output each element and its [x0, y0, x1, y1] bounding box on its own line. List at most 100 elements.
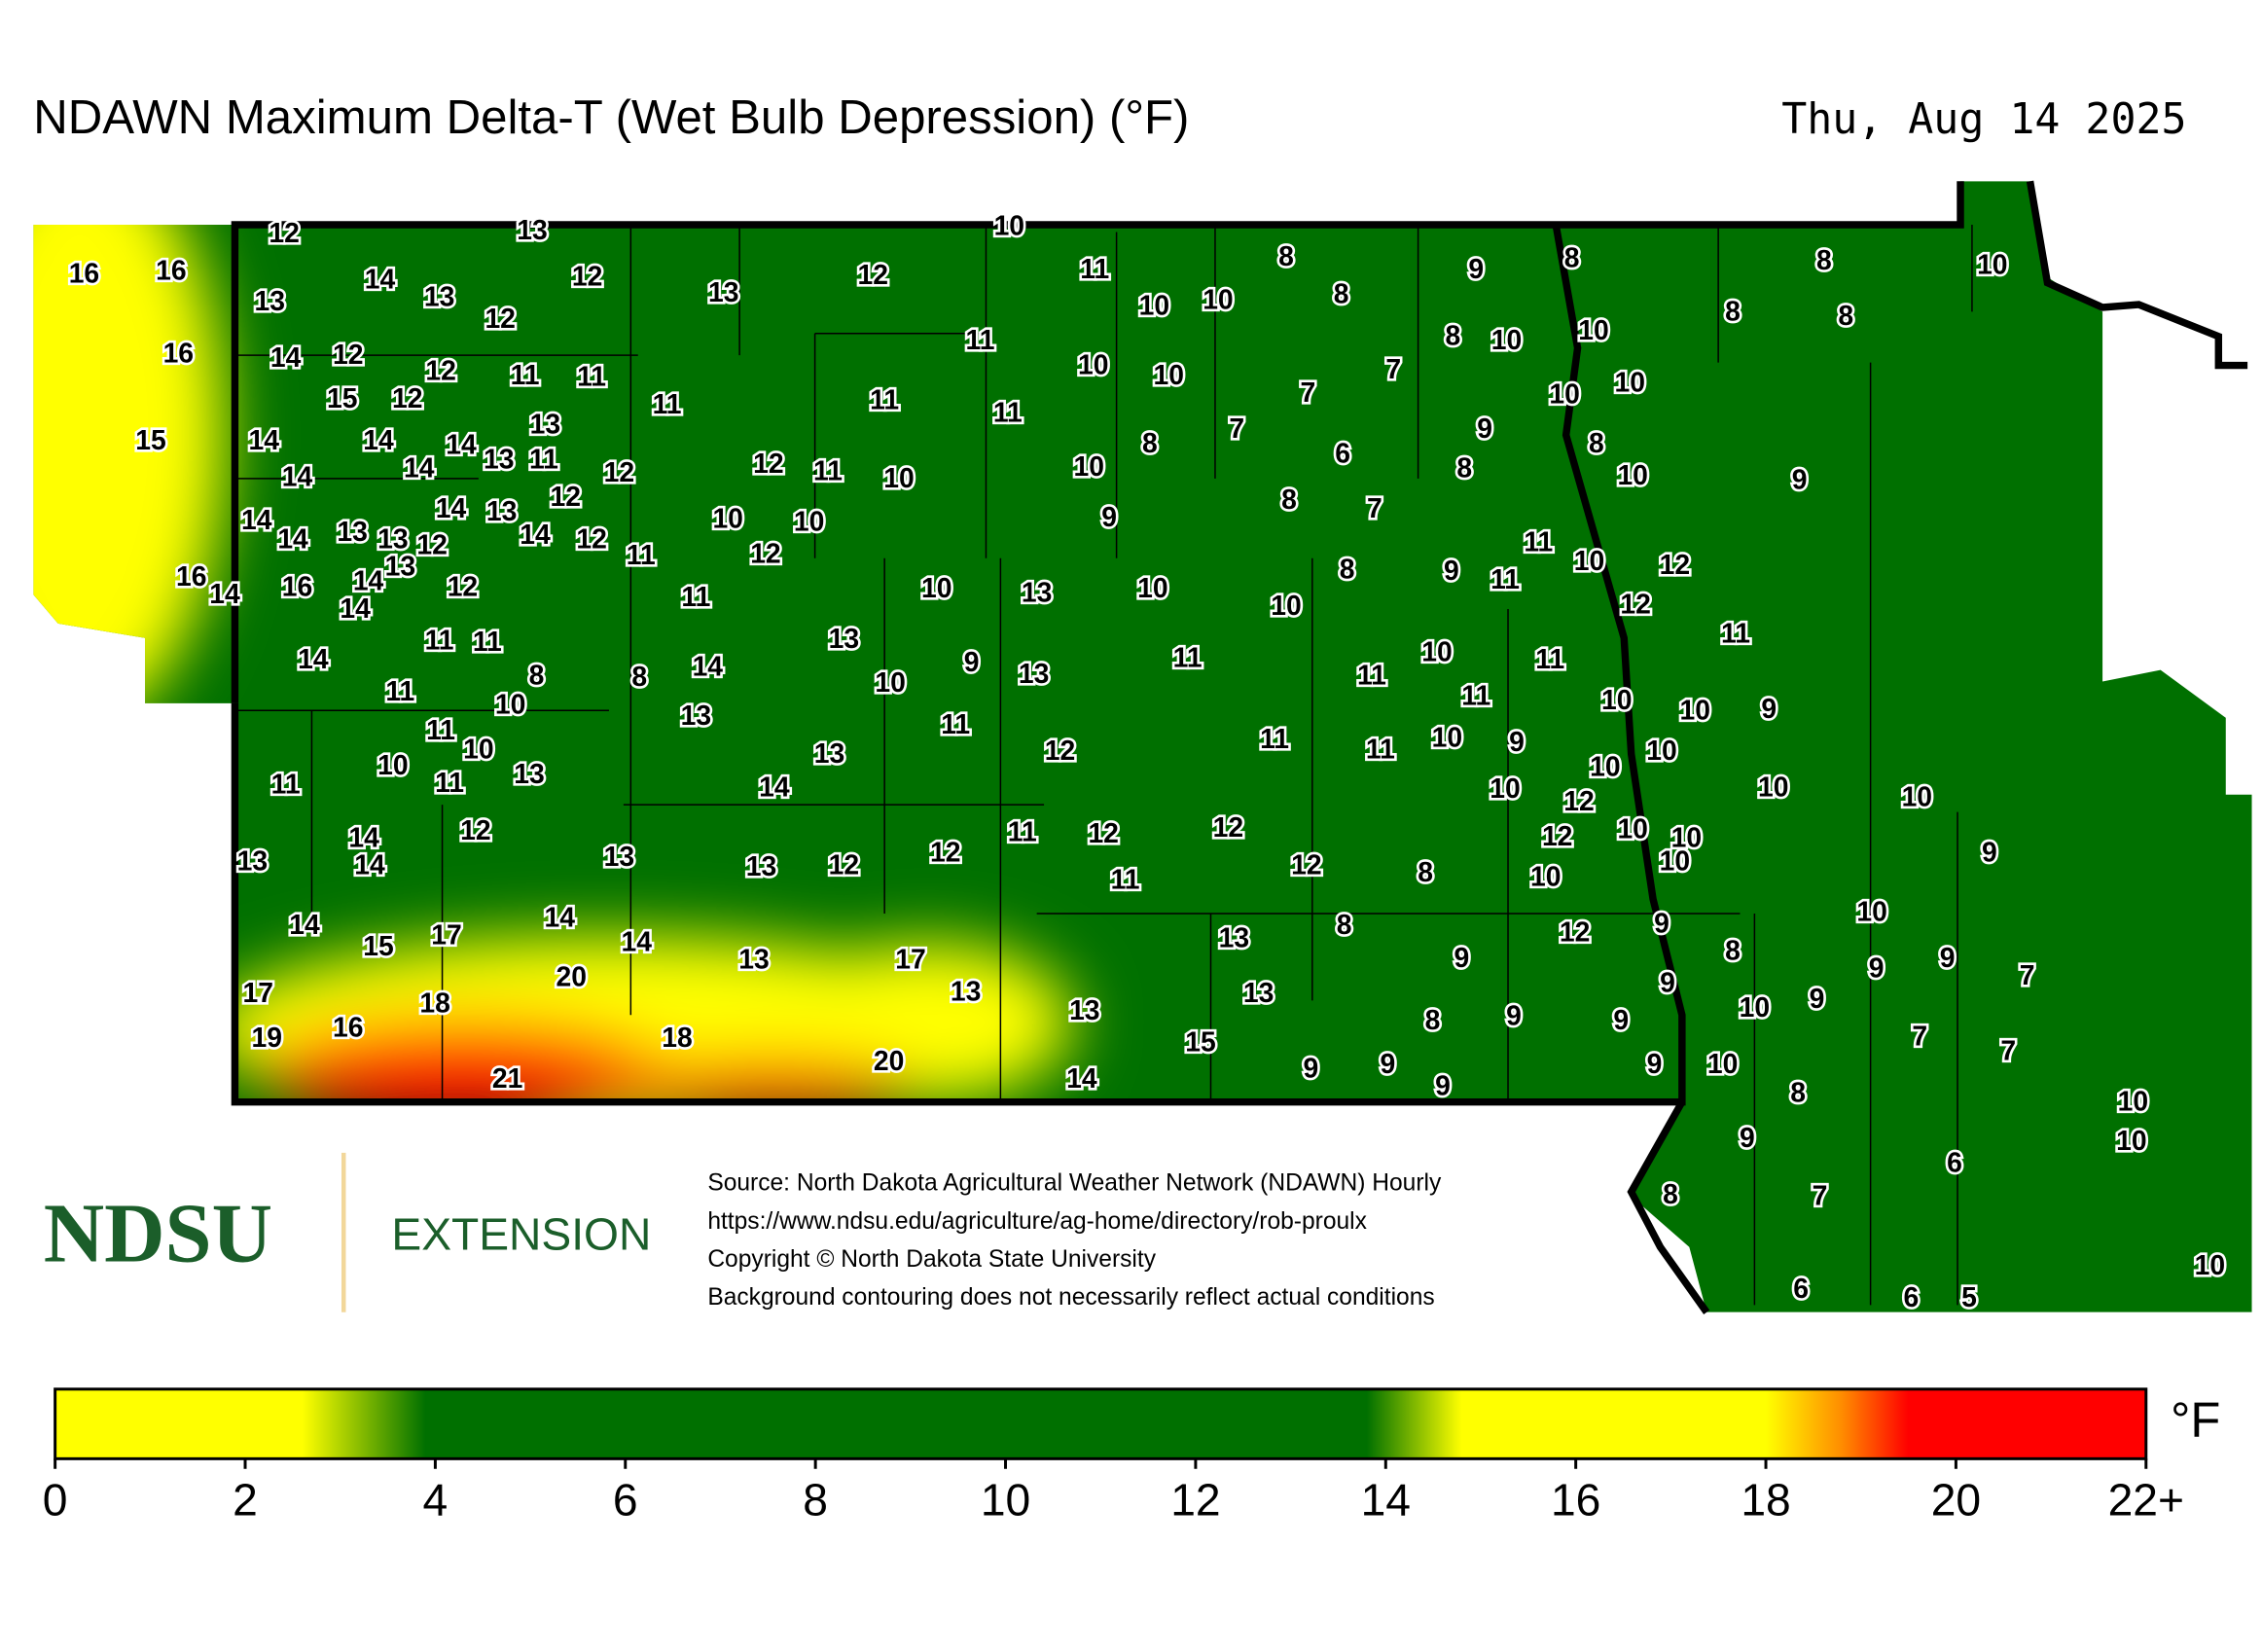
station-value: 8 — [1725, 935, 1741, 966]
station-value: 9 — [1468, 253, 1484, 284]
station-value: 14 — [354, 849, 385, 880]
station-value: 10 — [1601, 684, 1632, 715]
station-value: 9 — [964, 646, 980, 677]
station-value: 10 — [2118, 1086, 2148, 1117]
colorbar-tick-label: 8 — [803, 1474, 828, 1525]
station-value: 14 — [249, 424, 280, 455]
station-value: 10 — [1977, 249, 2007, 280]
station-value: 9 — [1740, 1122, 1755, 1153]
station-value: 9 — [1654, 907, 1670, 938]
station-value: 16 — [176, 560, 206, 592]
station-value: 12 — [1291, 849, 1321, 880]
station-value: 11 — [941, 708, 970, 739]
station-value: 11 — [511, 359, 540, 390]
colorbar-tick-label: 16 — [1551, 1474, 1600, 1525]
station-value: 11 — [993, 397, 1023, 428]
station-value: 6 — [1335, 437, 1350, 468]
station-value: 6 — [1793, 1273, 1809, 1304]
station-value: 13 — [1069, 994, 1099, 1025]
station-value: 14 — [365, 264, 396, 295]
station-value: 10 — [1617, 459, 1647, 490]
station-value: 9 — [1506, 1000, 1522, 1031]
station-value: 11 — [426, 714, 455, 745]
station-value: 14 — [277, 522, 308, 554]
station-value: 9 — [1647, 1048, 1663, 1079]
station-value: 11 — [1524, 525, 1553, 557]
station-value: 11 — [1173, 642, 1203, 673]
station-value: 13 — [951, 975, 981, 1006]
station-value: 10 — [1203, 283, 1233, 314]
station-value: 10 — [1549, 377, 1579, 409]
station-value: 10 — [1574, 545, 1604, 576]
station-value: 20 — [556, 961, 586, 992]
note: Source: North Dakota Agricultural Weathe… — [707, 1170, 1442, 1197]
station-value: 9 — [1869, 952, 1885, 984]
station-value: 10 — [1421, 636, 1452, 667]
station-value: 15 — [135, 424, 165, 455]
logo-sub: EXTENSION — [391, 1209, 651, 1260]
station-value: 13 — [1022, 577, 1052, 608]
station-value: 18 — [419, 987, 449, 1018]
station-value: 12 — [551, 481, 581, 512]
date: Thu, Aug 14 2025 — [1781, 95, 2186, 144]
station-value: 10 — [2195, 1249, 2225, 1280]
station-value: 10 — [1491, 324, 1522, 355]
station-value: 9 — [1761, 693, 1777, 724]
station-value: 10 — [1530, 861, 1561, 892]
station-value: 12 — [460, 814, 490, 845]
station-value: 11 — [1008, 815, 1037, 846]
station-value: 11 — [627, 539, 656, 570]
station-value: 6 — [1903, 1281, 1919, 1312]
station-value: 17 — [431, 918, 461, 950]
station-value: 13 — [681, 700, 711, 731]
note: Copyright © North Dakota State Universit… — [707, 1246, 1156, 1273]
station-value: 11 — [425, 625, 454, 656]
station-value: 16 — [69, 258, 99, 289]
station-value: 13 — [514, 758, 544, 789]
station-value: 14 — [1066, 1062, 1097, 1094]
station-value: 13 — [385, 551, 415, 582]
station-value: 15 — [363, 930, 393, 961]
station-value: 12 — [857, 259, 887, 290]
station-value: 11 — [271, 768, 301, 799]
station-value: 10 — [1758, 771, 1788, 802]
station-value: 8 — [1456, 451, 1472, 483]
colorbar-tick-label: 12 — [1170, 1474, 1220, 1525]
station-value: 12 — [1560, 916, 1590, 947]
state-border — [231, 180, 2248, 1314]
station-value: 14 — [209, 578, 240, 609]
station-value: 10 — [883, 462, 914, 493]
station-value: 7 — [1912, 1021, 1927, 1052]
station-value: 12 — [485, 303, 515, 334]
station-value: 12 — [1563, 785, 1594, 816]
station-value: 12 — [416, 528, 447, 559]
station-value: 14 — [446, 429, 477, 460]
colorbar-tick-label: 0 — [43, 1474, 68, 1525]
station-value: 10 — [2116, 1125, 2146, 1156]
station-value: 9 — [1613, 1004, 1629, 1035]
station-value: 12 — [750, 537, 780, 568]
station-value: 10 — [1902, 781, 1932, 812]
station-value: 13 — [377, 522, 408, 554]
station-value: 7 — [1813, 1180, 1828, 1211]
colorbar-tick-label: 18 — [1741, 1474, 1790, 1525]
station-value: 14 — [289, 909, 320, 940]
station-value: 12 — [425, 355, 455, 386]
station-value: 12 — [1213, 811, 1243, 843]
station-value: 7 — [1229, 413, 1244, 444]
station-value: 11 — [473, 626, 502, 657]
station-value: 15 — [1185, 1026, 1215, 1058]
colorbar-unit: °F — [2171, 1392, 2220, 1448]
station-value: 14 — [353, 565, 384, 596]
station-value: 10 — [1680, 694, 1710, 725]
station-value: 11 — [1461, 679, 1490, 710]
station-value: 10 — [1614, 366, 1644, 397]
colorbar-tick-label: 2 — [233, 1474, 258, 1525]
station-value: 13 — [604, 841, 634, 872]
station-value: 9 — [1435, 1069, 1451, 1100]
station-value: 10 — [921, 572, 951, 603]
note: https://www.ndsu.edu/agriculture/ag-home… — [707, 1208, 1367, 1235]
title: NDAWN Maximum Delta-T (Wet Bulb Depressi… — [33, 90, 1189, 144]
station-value: 8 — [1340, 554, 1355, 585]
station-value: 12 — [269, 217, 299, 248]
